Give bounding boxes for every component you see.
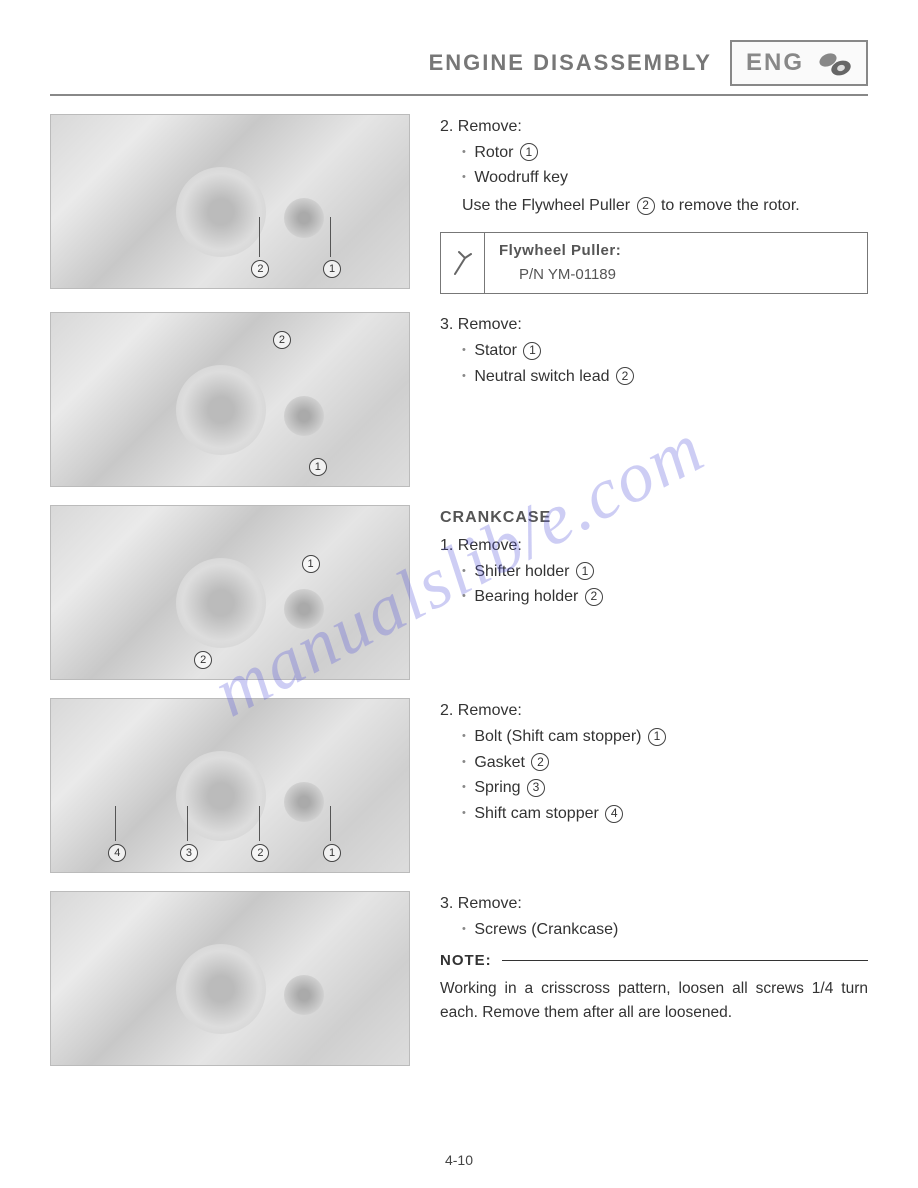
note-text: Working in a crisscross pattern, loosen … [440, 977, 868, 1025]
circ-ref: 1 [648, 728, 666, 746]
tool-icon [441, 233, 485, 293]
circ-ref: 1 [576, 562, 594, 580]
callout-1: 1 [323, 844, 341, 862]
step-text: 2. Remove: Rotor 1 Woodruff key Use the … [440, 114, 868, 294]
page-number: 4-10 [445, 1152, 473, 1168]
step-verb: Remove: [458, 118, 522, 135]
note-label: NOTE: [440, 949, 492, 973]
circ-ref: 1 [523, 342, 541, 360]
bullet: Rotor 1 [462, 140, 868, 166]
step-text: 3. Remove: Screws (Crankcase) NOTE: Work… [440, 891, 868, 1024]
instruction-row: 4 3 2 1 2. Remove: Bolt (Shift cam stopp… [50, 698, 868, 873]
instruction-row: 2 1 2. Remove: Rotor 1 Woodruff key [50, 114, 868, 294]
callout-1: 1 [302, 555, 320, 573]
step-number: 2. [440, 118, 453, 135]
step-verb: Remove: [458, 537, 522, 554]
callout-1: 1 [309, 458, 327, 476]
callout-3: 3 [180, 844, 198, 862]
sub-note: Use the Flywheel Puller 2 to remove the … [440, 193, 868, 219]
bullet: Screws (Crankcase) [462, 917, 868, 943]
bullet: Stator 1 [462, 338, 868, 364]
bullet: Neutral switch lead 2 [462, 364, 868, 390]
instruction-row: 2 1 3. Remove: Stator 1 Neutral switch l… [50, 312, 868, 487]
tool-title: Flywheel Puller: [499, 239, 621, 263]
step-number: 1. [440, 537, 453, 554]
photo-crankcase-holders: 1 2 [50, 505, 410, 680]
photo-crankcase-screws [50, 891, 410, 1066]
callout-4: 4 [108, 844, 126, 862]
step-text: CRANKCASE 1. Remove: Shifter holder 1 Be… [440, 505, 868, 609]
bullet: Shifter holder 1 [462, 559, 868, 585]
step-number: 2. [440, 702, 453, 719]
bullet: Bearing holder 2 [462, 584, 868, 610]
step-text: 2. Remove: Bolt (Shift cam stopper) 1 Ga… [440, 698, 868, 826]
callout-2: 2 [251, 260, 269, 278]
bullet: Shift cam stopper 4 [462, 801, 868, 827]
step-verb: Remove: [458, 895, 522, 912]
section-title: ENGINE DISASSEMBLY [429, 50, 712, 76]
instruction-row: 1 2 CRANKCASE 1. Remove: Shifter holder … [50, 505, 868, 680]
circ-ref: 3 [527, 779, 545, 797]
tool-box: Flywheel Puller: P/N YM-01189 [440, 232, 868, 294]
callout-1: 1 [323, 260, 341, 278]
callout-2: 2 [251, 844, 269, 862]
photo-rotor: 2 1 [50, 114, 410, 289]
manual-page: ENGINE DISASSEMBLY ENG manualslib/e.com … [0, 0, 918, 1188]
bullet: Bolt (Shift cam stopper) 1 [462, 724, 868, 750]
photo-stator: 2 1 [50, 312, 410, 487]
step-text: 3. Remove: Stator 1 Neutral switch lead … [440, 312, 868, 389]
step-verb: Remove: [458, 316, 522, 333]
bullet: Gasket 2 [462, 750, 868, 776]
callout-2: 2 [194, 651, 212, 669]
circ-ref: 4 [605, 805, 623, 823]
step-number: 3. [440, 316, 453, 333]
step-verb: Remove: [458, 702, 522, 719]
circ-ref: 2 [616, 367, 634, 385]
engine-icon [816, 48, 852, 78]
page-header: ENGINE DISASSEMBLY ENG [50, 40, 868, 86]
callout-2: 2 [273, 331, 291, 349]
category-box: ENG [730, 40, 868, 86]
header-divider [50, 94, 868, 96]
photo-shift-cam: 4 3 2 1 [50, 698, 410, 873]
content-area: 2 1 2. Remove: Rotor 1 Woodruff key [50, 114, 868, 1066]
category-label: ENG [746, 49, 804, 77]
instruction-row: 3. Remove: Screws (Crankcase) NOTE: Work… [50, 891, 868, 1066]
bullet: Woodruff key [462, 165, 868, 191]
section-heading: CRANKCASE [440, 505, 868, 531]
circ-ref: 2 [531, 753, 549, 771]
circ-ref: 2 [637, 197, 655, 215]
step-number: 3. [440, 895, 453, 912]
circ-ref: 1 [520, 143, 538, 161]
bullet: Spring 3 [462, 775, 868, 801]
note-header: NOTE: [440, 949, 868, 973]
circ-ref: 2 [585, 588, 603, 606]
tool-pn: P/N YM-01189 [499, 263, 621, 287]
